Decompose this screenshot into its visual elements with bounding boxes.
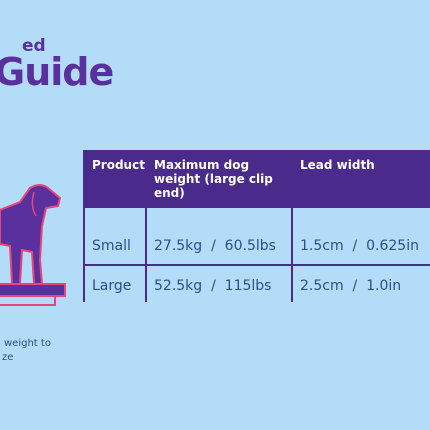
size-table: Product Maximum dog weight (large clip e…: [83, 150, 430, 302]
title-fragment: ed: [22, 36, 46, 56]
header-cell: Product: [83, 150, 147, 208]
cell: 2.5cm / 1.0in: [291, 264, 430, 302]
dog-illustration: [0, 184, 66, 306]
cell: 52.5kg / 115lbs: [145, 264, 293, 302]
row: Small 27.5kg / 60.5lbs 1.5cm / 0.625in: [83, 206, 430, 266]
cell: Small: [83, 206, 147, 266]
note-line: ze: [2, 352, 14, 363]
header-cell: Lead width: [291, 150, 430, 208]
cell: 1.5cm / 0.625in: [291, 206, 430, 266]
note-line: weight to: [4, 338, 51, 349]
row: Large 52.5kg / 115lbs 2.5cm / 1.0in: [83, 264, 430, 302]
cell: Large: [83, 264, 147, 302]
header-cell: Maximum dog weight (large clip end): [145, 150, 293, 208]
table-wrap: Product Maximum dog weight (large clip e…: [83, 150, 430, 302]
header-row: Product Maximum dog weight (large clip e…: [83, 150, 430, 208]
cell: 27.5kg / 60.5lbs: [145, 206, 293, 266]
title: Guide: [0, 50, 114, 94]
note: weight to ze: [2, 337, 51, 365]
